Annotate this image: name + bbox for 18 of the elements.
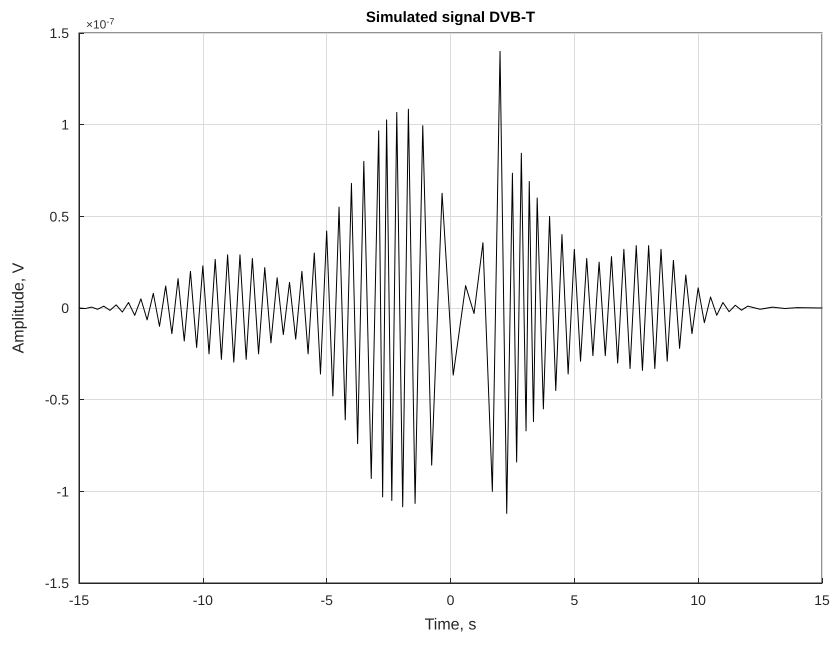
y-tick-label: -1 — [56, 483, 70, 500]
y-tick-label: 0.5 — [50, 208, 70, 224]
x-tick-label: -5 — [320, 592, 334, 608]
x-tick-label: 0 — [446, 592, 455, 608]
x-tick-label: 10 — [690, 592, 706, 608]
chart-title: Simulated signal DVB-T — [366, 9, 536, 26]
y-tick-label: 1.5 — [50, 25, 70, 41]
y-tick-label: -1.5 — [44, 575, 70, 591]
x-axis-title: Time, s — [424, 616, 476, 634]
y-tick-label: 1 — [61, 116, 70, 133]
line-series — [78, 50, 822, 514]
x-tick-label: -10 — [192, 592, 214, 608]
y-tick-label: 0 — [61, 300, 70, 316]
x-tick-label: -15 — [68, 592, 90, 608]
y-axis-title: Amplitude, V — [10, 262, 28, 354]
x-tick-label: 5 — [570, 592, 578, 608]
x-tick-label: 15 — [814, 592, 830, 608]
y-tick-label: -0.5 — [44, 392, 70, 408]
